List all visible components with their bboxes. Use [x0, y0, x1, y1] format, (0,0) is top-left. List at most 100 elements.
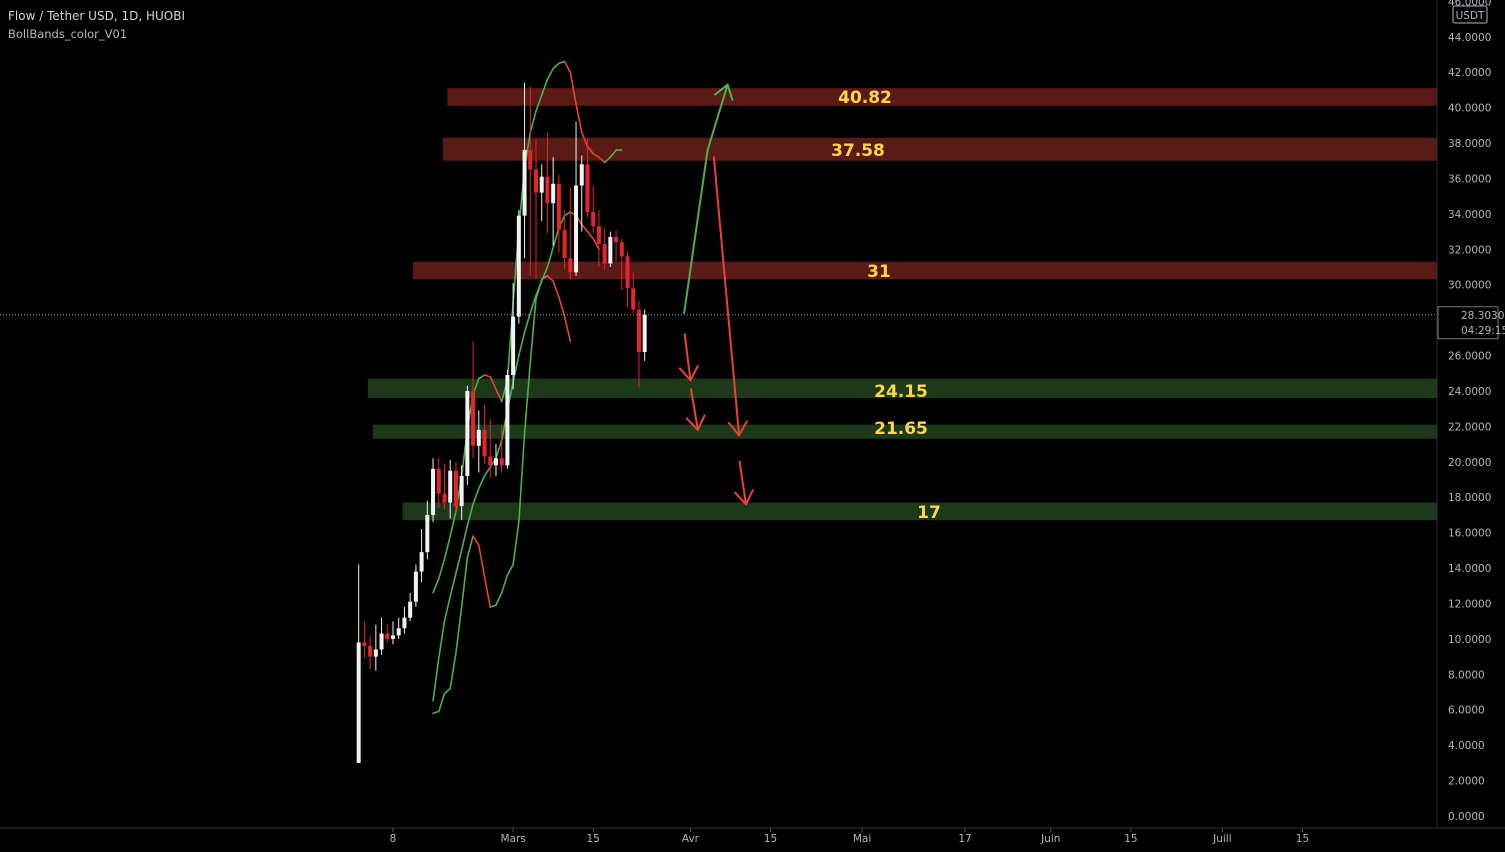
chart-title: Flow / Tether USD, 1D, HUOBI: [8, 9, 185, 23]
level-zones: [367, 88, 1438, 521]
price-tick-label: 14.0000: [1448, 563, 1491, 575]
candle: [385, 624, 390, 643]
lower-band-segment: [489, 604, 497, 608]
red-arrow: [685, 388, 706, 431]
candle: [408, 592, 413, 622]
middle-band-segment: [592, 237, 600, 251]
price-tick-label: 42.0000: [1448, 67, 1491, 79]
arrow-head: [727, 420, 748, 437]
time-tick-label: Mai: [853, 833, 871, 845]
candle: [636, 300, 641, 388]
candle-body: [425, 514, 430, 553]
middle-band-segment: [472, 487, 480, 506]
upper-band-segment: [489, 375, 497, 390]
candle-body: [602, 243, 607, 264]
upper-band-segment: [609, 149, 617, 158]
arrow-head: [685, 414, 706, 431]
candle: [465, 385, 470, 485]
candle: [379, 617, 384, 655]
price-tick-label: 32.0000: [1448, 244, 1491, 256]
candle-body: [642, 314, 647, 352]
support-zone: [372, 424, 1438, 439]
candle-body: [545, 176, 550, 204]
candle-body: [356, 642, 361, 763]
candle-body: [391, 635, 395, 639]
red-arrow: [678, 333, 699, 382]
candle: [419, 529, 424, 583]
current-price-label: 28.3030 04:29:15: [1437, 306, 1505, 340]
candle: [631, 272, 636, 314]
candle: [579, 155, 584, 232]
candle-body: [482, 429, 487, 457]
candle: [562, 210, 567, 269]
level-label: 24.15: [874, 382, 928, 402]
upper-band-segment: [495, 388, 503, 403]
candle: [413, 564, 418, 608]
current-price-value: 28.3030: [1461, 310, 1504, 322]
candle-body: [534, 169, 538, 193]
level-labels: 40.82 37.58 31 24.15 21.65 17: [831, 88, 941, 523]
candle-body: [614, 236, 619, 243]
candle-body: [636, 309, 641, 352]
middle-band-segment: [552, 227, 560, 249]
upper-band-segment: [443, 535, 452, 561]
level-label: 21.65: [874, 419, 928, 439]
candle-body: [562, 229, 567, 259]
lower-band-segment: [483, 576, 492, 608]
upper-band-segment: [558, 60, 566, 65]
candle-body: [511, 316, 516, 376]
red-arrow: [734, 460, 754, 506]
upper-band-segment: [580, 131, 589, 148]
candle-body: [373, 649, 378, 657]
lower-band-segment: [552, 280, 560, 298]
currency-badge: USDT: [1452, 5, 1488, 24]
currency-badge-text: USDT: [1456, 10, 1485, 22]
candle: [528, 86, 533, 276]
price-tick-label: 0.0000: [1448, 811, 1485, 823]
candle-body: [596, 226, 601, 244]
upper-band-segment: [546, 67, 554, 81]
middle-band-segment: [586, 230, 595, 240]
candle: [585, 137, 590, 218]
lower-band-segment: [460, 556, 469, 608]
candles: [356, 82, 647, 763]
lower-band-segment: [512, 521, 520, 566]
candle: [568, 187, 573, 280]
candle: [614, 229, 619, 262]
price-tick-label: 8.0000: [1448, 669, 1485, 681]
arrow-shaft: [683, 83, 729, 315]
candle-body: [488, 456, 493, 466]
middle-band-segment: [483, 466, 492, 477]
candle-body: [471, 390, 476, 446]
level-label: 37.58: [831, 141, 885, 161]
lower-band-segment: [443, 687, 452, 695]
resistance-zone: [447, 88, 1438, 106]
resistance-zone: [442, 137, 1437, 161]
candle: [545, 132, 550, 234]
price-tick-label: 30.0000: [1448, 280, 1491, 292]
middle-band-segment: [523, 312, 532, 334]
indicator-label[interactable]: BollBands_color_V01: [8, 27, 128, 41]
candle-body: [476, 429, 481, 446]
support-zone: [402, 502, 1437, 521]
arrow-head: [714, 83, 734, 101]
arrow-shaft: [690, 388, 699, 431]
arrow-shaft: [738, 460, 747, 506]
candle: [534, 139, 538, 278]
candle-body: [585, 164, 590, 213]
time-tick-label: 15: [1296, 833, 1309, 845]
middle-band-segment: [477, 475, 486, 490]
candle: [608, 231, 613, 267]
lower-band-segment: [472, 535, 480, 546]
candle: [425, 500, 430, 560]
arrow-head: [678, 365, 699, 382]
candle-body: [574, 185, 579, 273]
middle-band-segment: [466, 503, 474, 527]
candle: [459, 465, 464, 521]
candle: [505, 369, 510, 469]
candle-body: [625, 256, 630, 289]
middle-band-segment: [580, 223, 589, 233]
lower-band-segment: [449, 652, 457, 690]
candle: [493, 444, 498, 476]
